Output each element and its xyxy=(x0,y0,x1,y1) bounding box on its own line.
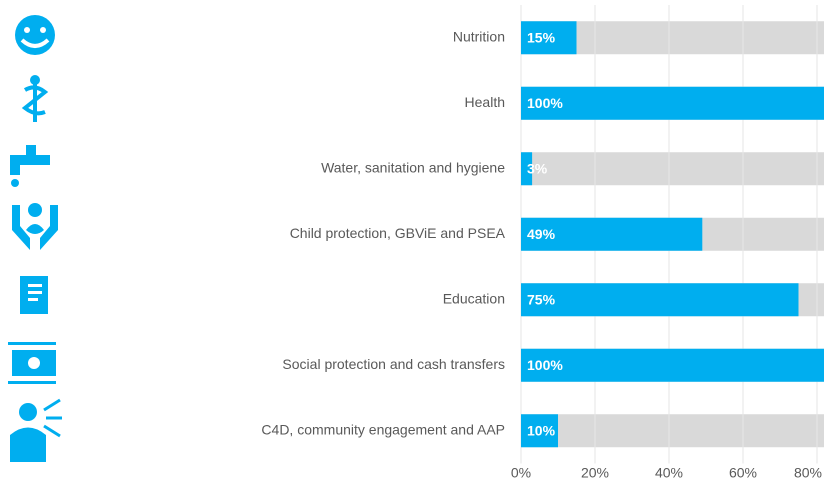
x-tick-label: 60% xyxy=(729,465,757,481)
value-label: 15% xyxy=(527,29,556,45)
x-tick-label: 20% xyxy=(581,465,609,481)
bar xyxy=(521,21,577,55)
value-label: 3% xyxy=(527,160,548,176)
bar xyxy=(521,217,703,251)
value-label: 49% xyxy=(527,226,556,242)
icon-protection xyxy=(12,203,58,250)
bar-track xyxy=(521,414,824,448)
value-label: 10% xyxy=(527,422,556,438)
bar-track xyxy=(521,152,824,186)
category-label: Health xyxy=(465,94,505,110)
category-label: C4D, community engagement and AAP xyxy=(261,421,505,437)
category-label: Education xyxy=(443,290,505,306)
x-tick-label: 0% xyxy=(511,465,531,481)
bar xyxy=(521,414,558,448)
x-tick-label: 80% xyxy=(794,465,822,481)
bar xyxy=(521,86,824,120)
value-label: 100% xyxy=(527,95,563,111)
bar xyxy=(521,152,533,186)
icon-water xyxy=(10,145,50,187)
icon-health xyxy=(21,75,49,122)
icon-education xyxy=(20,276,48,314)
icon-c4d xyxy=(10,398,62,462)
bar xyxy=(521,348,824,382)
category-label: Nutrition xyxy=(453,28,505,44)
value-label: 75% xyxy=(527,291,556,307)
icons xyxy=(8,15,62,462)
category-label: Water, sanitation and hygiene xyxy=(321,159,505,175)
icon-nutrition xyxy=(15,15,55,55)
bar xyxy=(521,283,799,317)
x-tick-label: 40% xyxy=(655,465,683,481)
category-label: Child protection, GBViE and PSEA xyxy=(290,225,506,241)
icon-cash xyxy=(8,342,56,384)
category-label: Social protection and cash transfers xyxy=(282,356,505,372)
value-label: 100% xyxy=(527,357,563,373)
